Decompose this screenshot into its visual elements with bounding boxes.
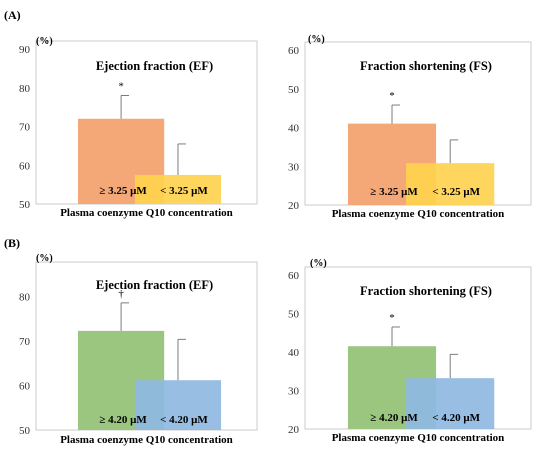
chart2-ytick-label-0: 20	[288, 200, 300, 212]
section-label-a: (A)	[4, 8, 21, 22]
chart4-ylabel: (%)	[310, 258, 327, 269]
chart3-significance-mark-0: †	[118, 288, 124, 300]
chart2-bar-1	[406, 163, 495, 205]
chart2-ytick-label-2: 40	[288, 123, 300, 135]
chart4-ytick-label-1: 30	[288, 386, 300, 398]
chart3-title: Ejection fraction (EF)	[96, 278, 213, 292]
chart3-ytick-label-2: 70	[19, 336, 31, 348]
chart1-ytick-label-3: 80	[19, 83, 31, 95]
chart1-title: Ejection fraction (EF)	[96, 59, 213, 73]
chart4-significance-mark-0: *	[389, 312, 395, 324]
chart3-category-label-0: ≥ 4.20 μM	[99, 414, 147, 426]
chart3-ytick-label-0: 50	[19, 425, 31, 437]
chart3-ytick-label-1: 60	[19, 381, 31, 393]
chart1-significance-mark-0: *	[118, 81, 124, 93]
chart3-ylabel: (%)	[36, 253, 53, 264]
chart2-title: Fraction shortening (FS)	[360, 59, 492, 73]
chart4-bar-1	[406, 378, 495, 429]
chart2-ytick-label-1: 30	[288, 161, 300, 173]
chart2-ylabel: (%)	[308, 34, 325, 45]
chart4-ytick-label-2: 40	[288, 347, 300, 359]
chart2-significance-mark-0: *	[389, 90, 395, 102]
chart3-ytick-label-3: 80	[19, 292, 31, 304]
section-label-b: (B)	[4, 236, 20, 250]
chart4-title: Fraction shortening (FS)	[360, 284, 492, 298]
chart3-category-label-1: < 4.20 μM	[160, 414, 208, 426]
chart1-category-label-1: < 3.25 μM	[160, 185, 208, 197]
chart3-xlabel: Plasma coenzyme Q10 concentration	[60, 434, 233, 446]
chart1-ytick-label-4: 90	[19, 44, 31, 56]
chart4-ytick-label-4: 60	[288, 270, 300, 282]
chart3-bar-1	[134, 380, 222, 430]
chart1-ytick-label-1: 60	[19, 160, 31, 172]
chart2-category-label-1: < 3.25 μM	[432, 186, 480, 198]
chart2-ytick-label-4: 60	[288, 45, 300, 57]
chart1-ylabel: (%)	[36, 36, 53, 47]
chart4-ytick-label-0: 20	[288, 424, 300, 436]
chart1-bar-1	[134, 174, 222, 204]
chart1-category-label-0: ≥ 3.25 μM	[99, 185, 147, 197]
chart4-ytick-label-3: 50	[288, 309, 300, 321]
chart1-ytick-label-0: 50	[19, 199, 31, 211]
chart2-ytick-label-3: 50	[288, 84, 300, 96]
chart2-category-label-0: ≥ 3.25 μM	[370, 186, 418, 198]
chart4-xlabel: Plasma coenzyme Q10 concentration	[332, 432, 505, 444]
chart4-category-label-0: ≥ 4.20 μM	[370, 412, 418, 424]
chart1-xlabel: Plasma coenzyme Q10 concentration	[60, 207, 233, 219]
chart4-category-label-1: < 4.20 μM	[432, 412, 480, 424]
chart2-xlabel: Plasma coenzyme Q10 concentration	[332, 208, 505, 220]
chart1-ytick-label-2: 70	[19, 122, 31, 134]
